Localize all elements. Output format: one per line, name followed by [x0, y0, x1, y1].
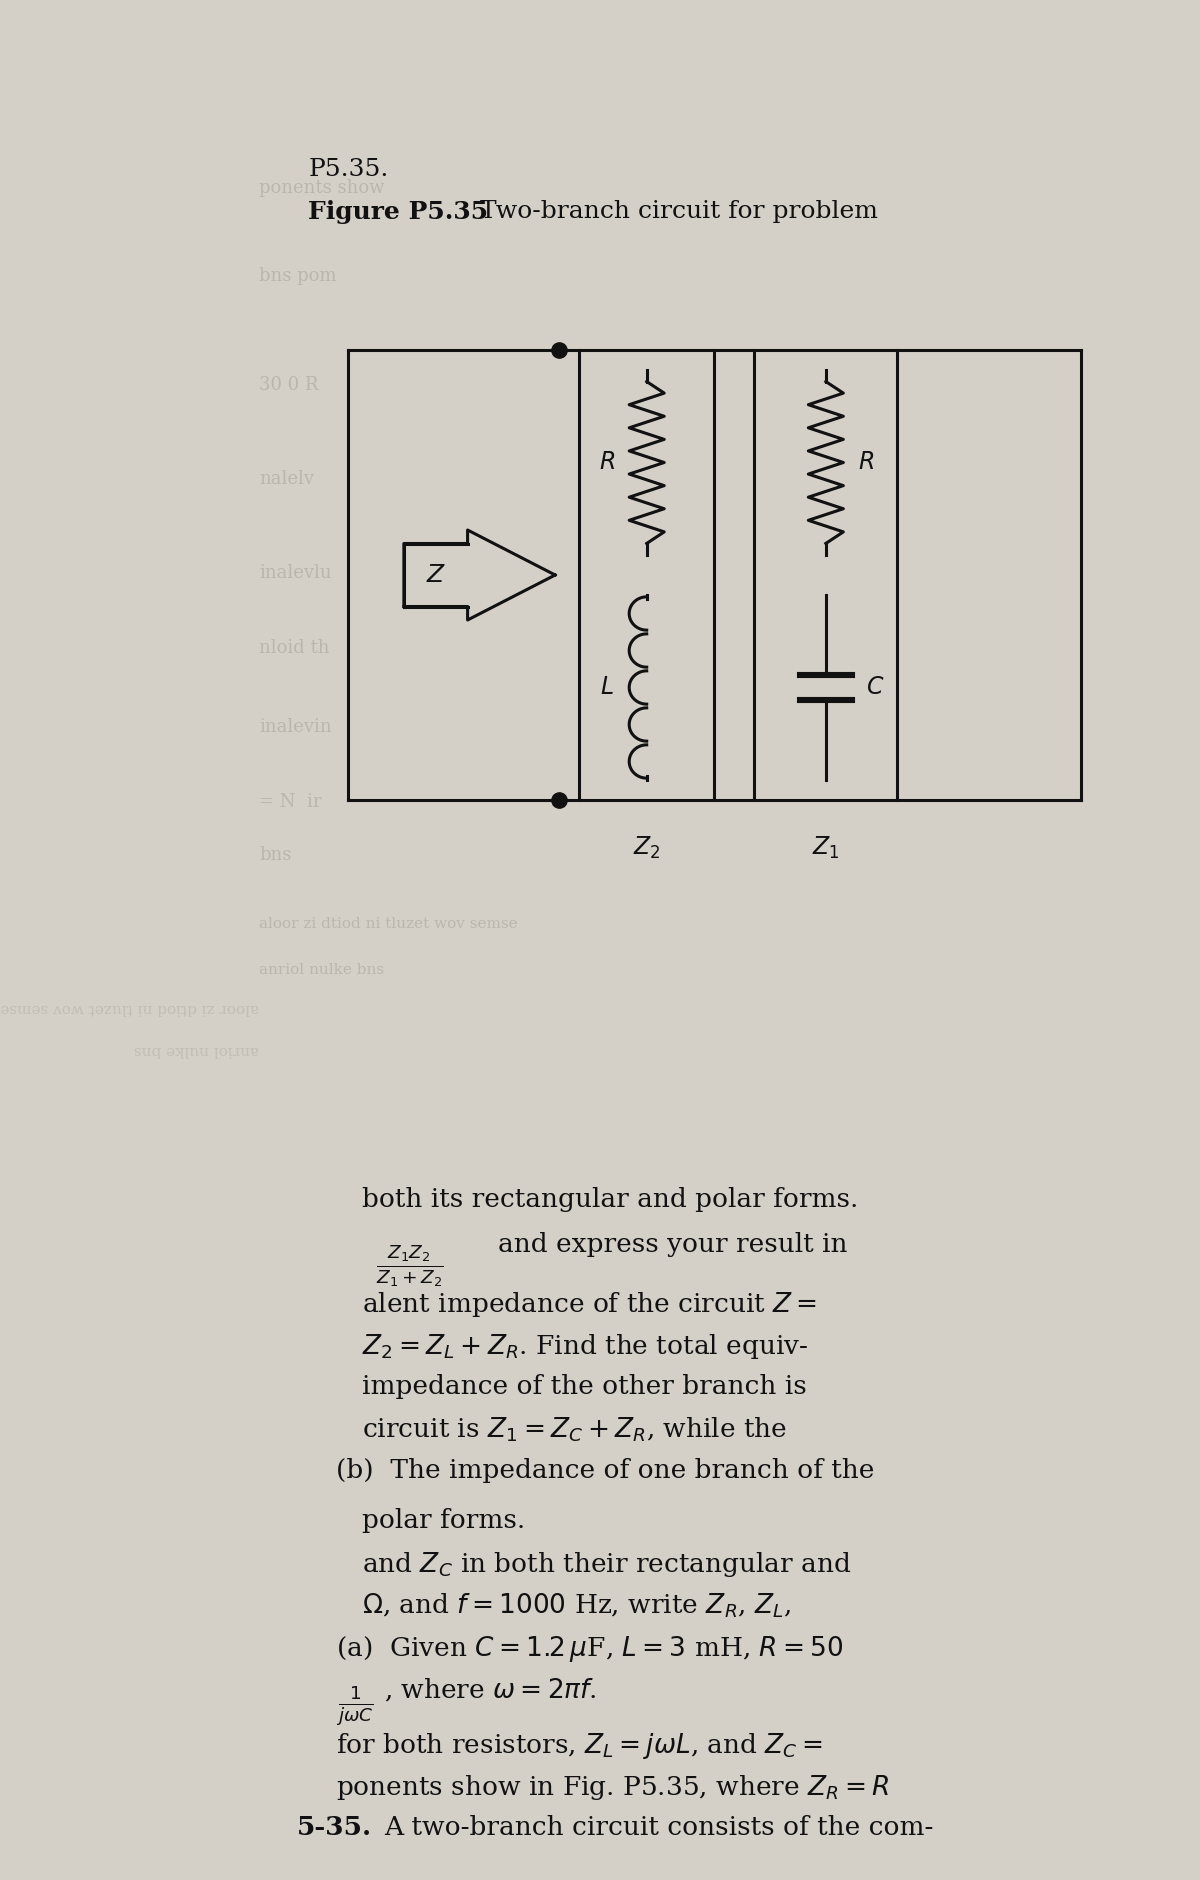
- Text: A two-branch circuit consists of the com-: A two-branch circuit consists of the com…: [384, 1814, 934, 1841]
- Text: P5.35.: P5.35.: [308, 158, 389, 180]
- Text: Figure P5.35: Figure P5.35: [308, 199, 488, 224]
- Text: $C$: $C$: [865, 677, 884, 699]
- Text: for both resistors, $Z_L = j\omega L$, and $Z_C =$: for both resistors, $Z_L = j\omega L$, a…: [336, 1731, 823, 1762]
- Text: alent impedance of the circuit $Z =$: alent impedance of the circuit $Z =$: [362, 1290, 817, 1320]
- Text: anriol nulke bns: anriol nulke bns: [259, 963, 384, 976]
- Text: anriol nulke bns: anriol nulke bns: [134, 1043, 259, 1057]
- Text: , where $\omega = 2\pi f$.: , where $\omega = 2\pi f$.: [384, 1675, 596, 1703]
- Text: (a)  Given $C = 1.2\,\mu$F, $L = 3$ mH, $R = 50$: (a) Given $C = 1.2\,\mu$F, $L = 3$ mH, $…: [336, 1634, 844, 1664]
- Text: $\Omega$, and $f = 1000$ Hz, write $Z_R$, $Z_L$,: $\Omega$, and $f = 1000$ Hz, write $Z_R$…: [362, 1592, 792, 1621]
- Text: inalevlu: inalevlu: [259, 564, 331, 583]
- Text: nloid th: nloid th: [259, 639, 330, 658]
- Text: 5-35.: 5-35.: [296, 1814, 372, 1841]
- Text: circuit is $Z_1 = Z_C + Z_R$, while the: circuit is $Z_1 = Z_C + Z_R$, while the: [362, 1416, 787, 1444]
- Text: 30 0 R: 30 0 R: [259, 376, 318, 395]
- Text: ponents show in Fig. P5.35, where $Z_R = R$: ponents show in Fig. P5.35, where $Z_R =…: [336, 1773, 889, 1803]
- Text: aloor zi dtiod ni tluzet wov semse: aloor zi dtiod ni tluzet wov semse: [0, 1002, 259, 1015]
- Text: inalevin: inalevin: [259, 718, 331, 737]
- Text: (b)  The impedance of one branch of the: (b) The impedance of one branch of the: [336, 1459, 875, 1483]
- Text: $Z_2 = Z_L + Z_R$. Find the total equiv-: $Z_2 = Z_L + Z_R$. Find the total equiv-: [362, 1333, 809, 1361]
- Text: $\frac{1}{j\omega C}$: $\frac{1}{j\omega C}$: [336, 1684, 374, 1728]
- Text: $Z_2$: $Z_2$: [632, 835, 660, 861]
- Text: = N  ir: = N ir: [259, 793, 322, 812]
- Text: aloor zi dtiod ni tluzet wov semse: aloor zi dtiod ni tluzet wov semse: [259, 917, 517, 931]
- Text: and express your result in: and express your result in: [498, 1231, 847, 1258]
- Text: nalelv: nalelv: [259, 470, 314, 489]
- Text: polar forms.: polar forms.: [362, 1508, 526, 1532]
- Text: $L$: $L$: [600, 677, 613, 699]
- FancyBboxPatch shape: [269, 30, 1176, 1850]
- Text: bns: bns: [259, 846, 292, 865]
- Text: $R$: $R$: [858, 451, 874, 474]
- Text: $Z$: $Z$: [426, 562, 446, 587]
- Text: bns pom: bns pom: [259, 267, 336, 286]
- Text: $\frac{Z_1 Z_2}{Z_1 + Z_2}$: $\frac{Z_1 Z_2}{Z_1 + Z_2}$: [376, 1243, 444, 1288]
- Text: both its rectangular and polar forms.: both its rectangular and polar forms.: [362, 1186, 859, 1213]
- Text: and $Z_C$ in both their rectangular and: and $Z_C$ in both their rectangular and: [362, 1549, 852, 1579]
- Text: ponents show: ponents show: [259, 179, 384, 197]
- Text: $Z_1$: $Z_1$: [812, 835, 840, 861]
- Text: $R$: $R$: [599, 451, 614, 474]
- Text: impedance of the other branch is: impedance of the other branch is: [362, 1374, 808, 1399]
- Text: Two-branch circuit for problem: Two-branch circuit for problem: [480, 199, 877, 224]
